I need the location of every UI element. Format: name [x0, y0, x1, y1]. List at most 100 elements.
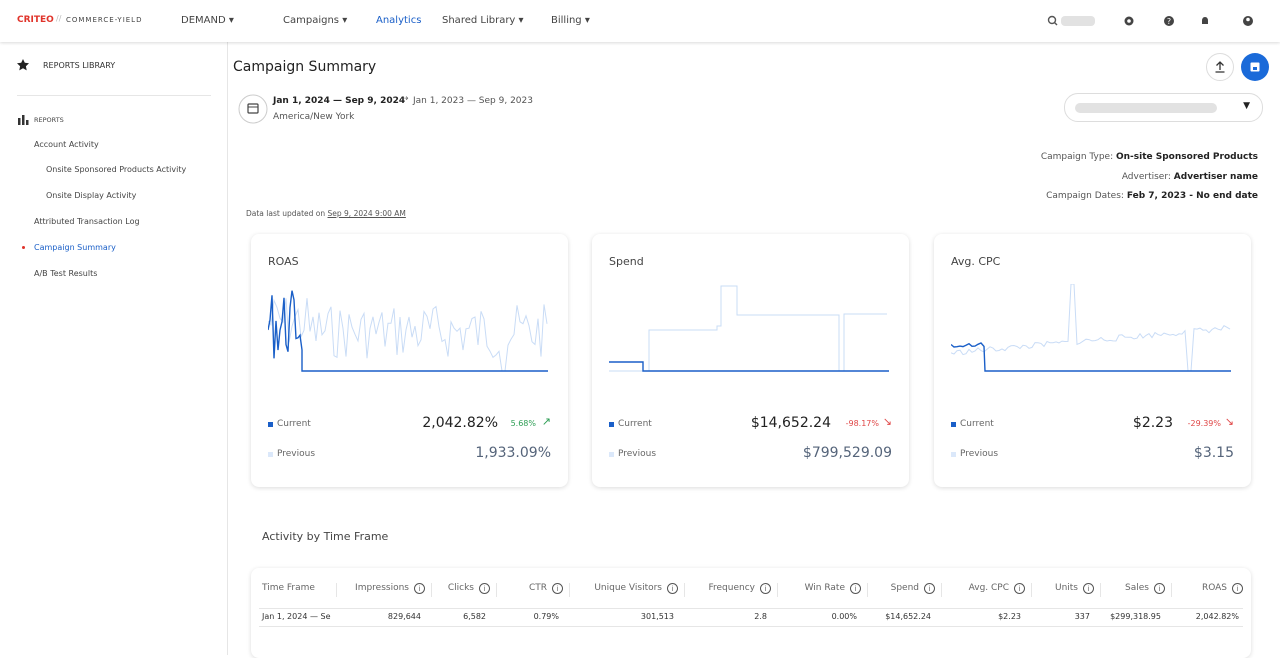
table-cell: 2.8	[754, 612, 767, 621]
detail-value: Feb 7, 2023 - No end date	[1126, 191, 1258, 201]
detail-row: Advertiser: Advertiser name	[1122, 172, 1258, 182]
nav-item[interactable]: Campaigns ▾	[283, 15, 348, 26]
blurred-value	[1075, 103, 1217, 113]
nav-label[interactable]: Shared Library	[442, 15, 516, 26]
header-text: Spend	[890, 583, 919, 593]
column-header: Win Rate i	[777, 583, 867, 597]
table-cell: Jan 1, 2024 — Se	[262, 612, 331, 621]
kpi-title: ROAS	[268, 255, 299, 268]
report-link[interactable]: Onsite Display Activity	[46, 191, 137, 200]
current-label: Current	[960, 419, 994, 429]
nav-label[interactable]: Campaigns	[283, 15, 340, 26]
info-icon: i	[850, 583, 861, 594]
column-header: Units i	[1031, 583, 1100, 597]
logo[interactable]: CRITEO	[17, 15, 54, 25]
updated-at: Sep 9, 2024 9:00 AM	[327, 209, 406, 218]
column-header: Time Frame	[251, 583, 336, 597]
table-title: Activity by Time Frame	[262, 530, 389, 543]
menu-label[interactable]: DEMAND	[181, 15, 226, 26]
change: 5.68%	[510, 419, 536, 428]
table-cell: $299,318.95	[1110, 612, 1161, 621]
trend-icon: ↗	[541, 415, 551, 428]
current-value: 2,042.82%	[422, 415, 498, 431]
separator: //	[56, 14, 62, 23]
report-link[interactable]: Attributed Transaction Log	[34, 217, 140, 226]
table: Time Frame Jan 1, 2024 — Se Impressions i 82…	[251, 568, 1251, 658]
info-icon: i	[479, 583, 490, 594]
sparkline-chart	[951, 284, 1231, 372]
header-text: Units	[1054, 583, 1078, 593]
column-header: ROAS i	[1171, 583, 1249, 597]
report-link[interactable]: A/B Test Results	[34, 269, 98, 278]
info-icon: i	[414, 583, 425, 594]
column-header: Sales i	[1100, 583, 1171, 597]
current-value: $2.23	[1132, 415, 1173, 431]
table-cell: 0.00%	[831, 612, 857, 621]
nav-label[interactable]: Billing	[551, 15, 582, 26]
calendar-button[interactable]	[238, 94, 268, 124]
table-cell: $14,652.24	[885, 612, 931, 621]
kpi-card: Avg. CPC Current -29.39% ↘ $2.23 Previous $3.1…	[934, 234, 1251, 487]
previous-value: 1,933.09%	[475, 445, 551, 461]
report-link[interactable]: Onsite Sponsored Products Activity	[46, 165, 187, 174]
header-text: ROAS	[1201, 583, 1227, 593]
sparkline	[268, 298, 548, 372]
info-icon: i	[1154, 583, 1165, 594]
library-link[interactable]: REPORTS LIBRARY	[43, 61, 116, 70]
top-bar: CRITEO // COMMERCE-YIELD DEMAND ▾ Campai…	[0, 0, 1280, 42]
sparkline	[268, 290, 548, 372]
trend-icon: ↘	[1224, 415, 1234, 428]
date-range[interactable]: Jan 1, 2024 — Sep 9, 2024	[273, 96, 406, 106]
page-title: Campaign Summary	[233, 59, 377, 75]
detail-value: On-site Sponsored Products	[1115, 152, 1258, 162]
menu[interactable]: DEMAND ▾	[181, 15, 234, 26]
detail-row: Campaign Dates: Feb 7, 2023 - No end dat…	[1046, 191, 1258, 201]
detail-label: Advertiser:	[1121, 171, 1171, 182]
nav-item[interactable]: Analytics	[376, 15, 422, 26]
row-divider	[259, 608, 1243, 609]
trend-icon: ↘	[882, 415, 892, 428]
previous-value: $3.15	[1193, 445, 1234, 461]
detail-row: Campaign Type: On-site Sponsored Product…	[1041, 152, 1258, 162]
actions[interactable]	[1206, 53, 1270, 83]
sparkline	[609, 285, 887, 372]
kpi-card: ROAS Current 5.68% ↗ 2,042.82% Previous 1,933.…	[251, 234, 568, 487]
previous-value: $799,529.09	[802, 445, 892, 461]
chart-icon	[18, 115, 29, 125]
table-cell: 301,513	[640, 612, 674, 621]
kpi-title: Spend	[609, 255, 644, 268]
legend-swatch	[951, 422, 956, 427]
sidebar: REPORTS LIBRARY REPORTS Account Activity…	[0, 42, 228, 655]
previous-label: Previous	[277, 449, 316, 459]
table-cell: 829,644	[387, 612, 421, 621]
row-divider	[259, 626, 1243, 627]
table-cell: 6,582	[463, 612, 486, 621]
nav-item[interactable]: Shared Library ▾	[442, 15, 524, 26]
header-text: Avg. CPC	[968, 583, 1009, 593]
header-icons[interactable]: ?	[1045, 13, 1265, 29]
updated-label: Data last updated on	[246, 209, 326, 218]
legend-swatch	[951, 452, 956, 457]
info-icon: i	[1232, 583, 1243, 594]
header-text: CTR	[528, 583, 547, 593]
kpi-card: Spend Current -98.17% ↘ $14,652.24 Previous $7…	[592, 234, 909, 487]
sparkline-chart	[268, 290, 548, 372]
campaign-select[interactable]: ▼	[1064, 93, 1263, 122]
sparkline	[609, 361, 889, 372]
report-link[interactable]: Campaign Summary	[34, 243, 116, 252]
change: -98.17%	[845, 419, 879, 428]
column-header: Frequency i	[684, 583, 777, 597]
header-text: Unique Visitors	[594, 583, 662, 593]
info-icon: i	[667, 583, 678, 594]
header-text: Clicks	[447, 583, 474, 593]
detail-label: Campaign Dates:	[1046, 191, 1124, 201]
updated: Data last updated on Sep 9, 2024 9:00 AM	[246, 209, 406, 218]
previous-label: Previous	[960, 449, 999, 459]
nav-item[interactable]: Billing ▾	[551, 15, 590, 26]
section-label: REPORTS	[34, 116, 64, 124]
kpi-title: Avg. CPC	[951, 255, 1001, 268]
report-link[interactable]: Account Activity	[34, 140, 99, 149]
info-icon: i	[1083, 583, 1094, 594]
